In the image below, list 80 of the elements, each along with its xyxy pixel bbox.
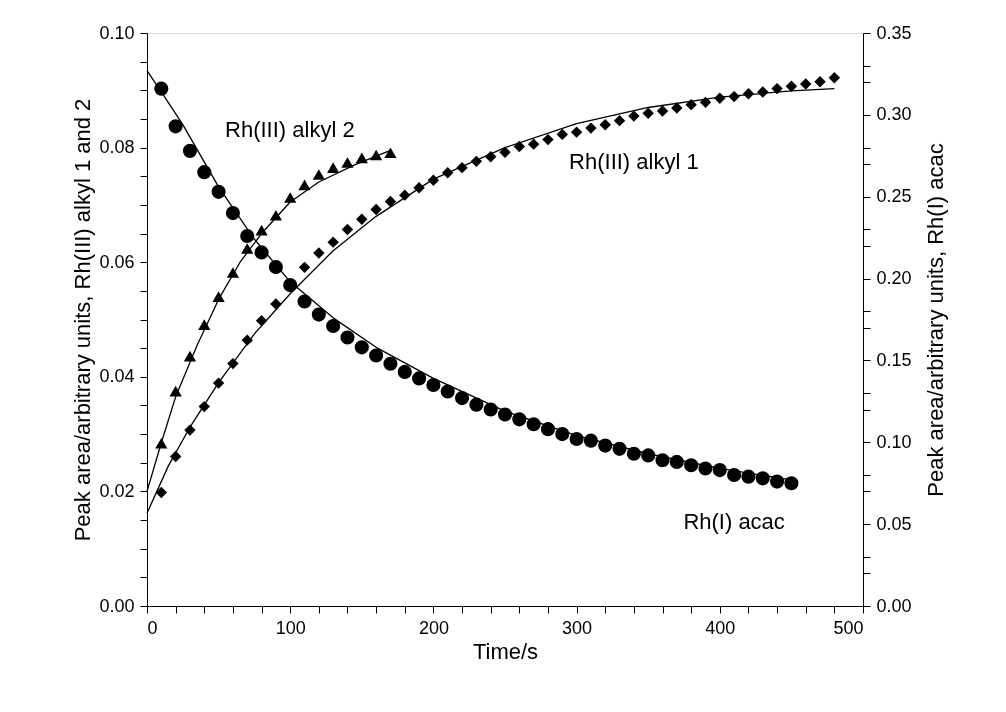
point bbox=[426, 377, 441, 393]
point bbox=[155, 486, 168, 499]
x-tick-label: 400 bbox=[705, 617, 736, 638]
point bbox=[785, 80, 798, 92]
point bbox=[197, 165, 212, 180]
point bbox=[241, 243, 254, 254]
y-tick-label: 0.08 bbox=[99, 137, 135, 158]
point bbox=[469, 397, 484, 412]
point bbox=[412, 371, 427, 386]
y2-tick-label: 0.05 bbox=[876, 513, 912, 534]
x-tick-label: 300 bbox=[562, 617, 593, 638]
point bbox=[384, 147, 397, 159]
y-axis-title: Peak area/arbitrary units, Rh(III) alkyl 1 and 2 bbox=[70, 98, 96, 542]
point bbox=[356, 213, 368, 225]
y2-tick-label: 0.10 bbox=[876, 431, 912, 452]
point bbox=[542, 133, 554, 146]
x-tick-label: 500 bbox=[833, 617, 864, 638]
point bbox=[585, 122, 597, 134]
point bbox=[298, 261, 311, 274]
point bbox=[340, 330, 355, 345]
y-tick-label: 0.00 bbox=[99, 595, 135, 616]
point bbox=[327, 162, 340, 173]
y-tick-label: 0.10 bbox=[99, 22, 135, 43]
point bbox=[168, 119, 183, 134]
point bbox=[784, 476, 799, 491]
point bbox=[212, 377, 225, 389]
point bbox=[384, 195, 397, 208]
y2-tick-label: 0.00 bbox=[876, 595, 912, 616]
point bbox=[313, 247, 325, 259]
point bbox=[656, 105, 669, 117]
point bbox=[312, 169, 325, 180]
point bbox=[327, 236, 339, 248]
x-tick-label: 0 bbox=[147, 617, 158, 638]
point bbox=[800, 78, 812, 90]
series-label: Rh(I) acac bbox=[683, 509, 785, 535]
point bbox=[269, 209, 282, 221]
point bbox=[440, 384, 455, 399]
x-tick-label: 200 bbox=[418, 617, 449, 638]
point bbox=[727, 467, 742, 483]
point bbox=[527, 138, 540, 150]
point bbox=[298, 179, 311, 191]
point bbox=[284, 192, 297, 203]
point bbox=[599, 118, 611, 131]
point bbox=[155, 437, 168, 449]
point bbox=[771, 82, 783, 95]
point bbox=[454, 391, 470, 406]
point bbox=[311, 307, 326, 322]
point bbox=[182, 143, 198, 158]
point bbox=[240, 228, 255, 244]
point bbox=[456, 161, 468, 174]
y2-tick-label: 0.25 bbox=[876, 186, 912, 207]
point bbox=[556, 128, 568, 141]
point bbox=[354, 340, 369, 355]
y2-axis-title: Peak area/arbitrary units, Rh(I) acac bbox=[922, 143, 948, 497]
point bbox=[370, 203, 382, 216]
x-tick-label: 100 bbox=[275, 617, 306, 638]
point bbox=[341, 157, 354, 168]
x-axis-title: Time/s bbox=[472, 638, 539, 664]
point bbox=[814, 76, 826, 88]
point bbox=[613, 114, 626, 127]
point bbox=[570, 126, 583, 138]
point bbox=[628, 110, 640, 122]
y2-tick-label: 0.35 bbox=[876, 22, 912, 43]
y2-tick-label: 0.15 bbox=[876, 349, 912, 370]
point bbox=[685, 98, 697, 111]
point bbox=[383, 356, 398, 371]
point bbox=[642, 107, 654, 119]
series-label: Rh(III) alkyl 1 bbox=[569, 149, 699, 175]
y2-tick-label: 0.30 bbox=[876, 104, 912, 125]
point bbox=[369, 348, 384, 363]
y-tick-label: 0.06 bbox=[99, 251, 135, 272]
point bbox=[227, 357, 239, 370]
point bbox=[397, 364, 412, 379]
y-tick-label: 0.02 bbox=[99, 480, 135, 501]
point bbox=[326, 318, 341, 334]
point bbox=[341, 223, 354, 236]
y2-tick-label: 0.20 bbox=[876, 268, 912, 289]
y-tick-label: 0.04 bbox=[99, 366, 135, 387]
point bbox=[828, 71, 841, 84]
series-label: Rh(III) alkyl 2 bbox=[225, 116, 355, 142]
